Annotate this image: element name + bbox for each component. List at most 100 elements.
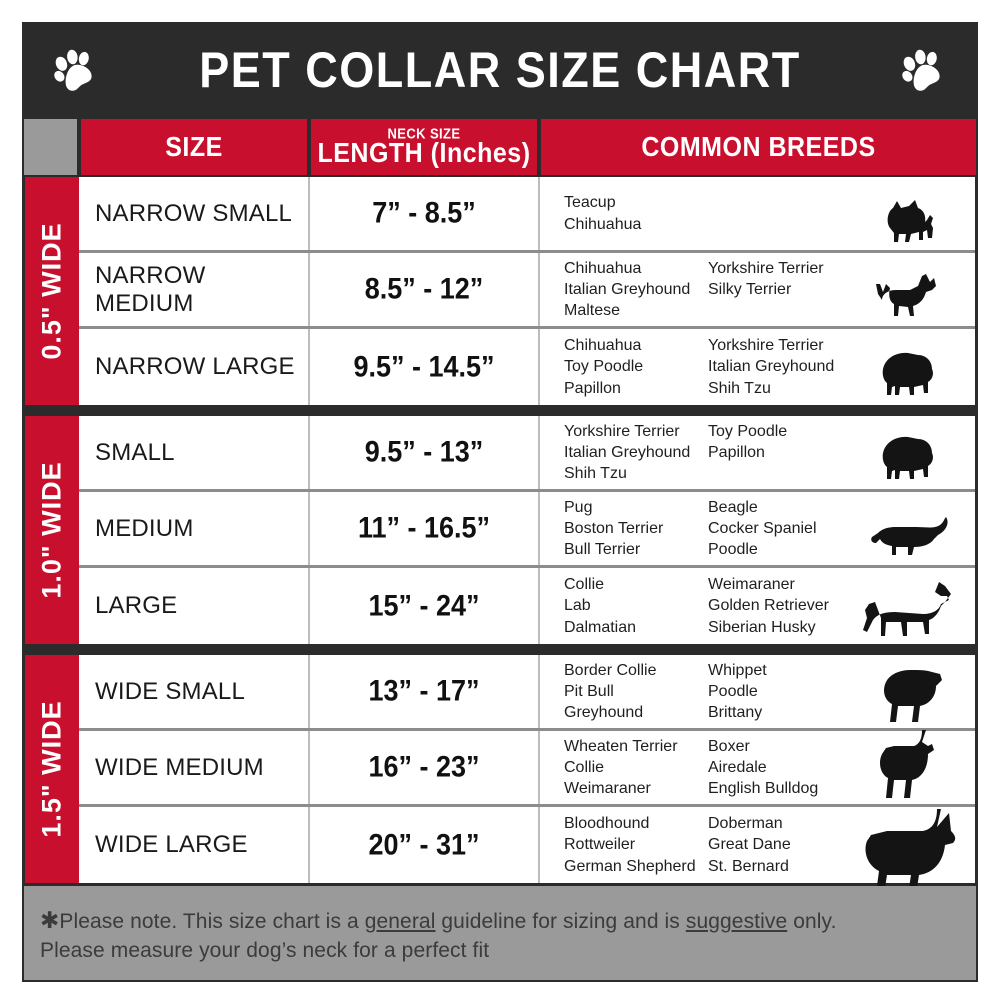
size-group-wide: 1.5" WIDE WIDE SMALL 13” - 17” Border Co… xyxy=(22,655,978,901)
group-label-1.5-wide: 1.5" WIDE xyxy=(25,655,79,883)
footer-text-a: Please note. This size chart is a xyxy=(59,910,365,933)
group-label-0.5-wide: 0.5" WIDE xyxy=(25,177,79,405)
cell-size: WIDE MEDIUM xyxy=(79,731,310,804)
cell-length: 13” - 17” xyxy=(310,655,540,728)
size-table: SIZE NECK SIZE LENGTH (Inches) COMMON BR… xyxy=(22,117,978,982)
column-header-breeds-label: COMMON BREEDS xyxy=(641,130,876,163)
table-row[interactable]: WIDE SMALL 13” - 17” Border Collie Pit B… xyxy=(79,655,975,731)
pet-collar-size-chart: PET COLLAR SIZE CHART SIZE NECK SIZE LEN… xyxy=(22,22,978,982)
cell-length-text: 9.5” - 13” xyxy=(364,435,484,469)
breed-list-column-1: Chihuahua Toy Poodle Papillon xyxy=(564,337,644,397)
column-header-size: SIZE xyxy=(79,117,309,177)
chihuahua-silhouette-icon xyxy=(849,250,969,326)
column-header-length: NECK SIZE LENGTH (Inches) xyxy=(309,117,539,177)
cell-breeds: Chihuahua Toy Poodle Papillon Yorkshire … xyxy=(540,329,975,405)
chart-header: PET COLLAR SIZE CHART xyxy=(22,22,978,117)
breed-list-column-2: Yorkshire Terrier Silky Terrier xyxy=(708,259,824,298)
footer-line-1: ✱Please note. This size chart is a gener… xyxy=(40,904,960,936)
breed-list-column-2: Whippet Poodle Brittany xyxy=(708,661,767,722)
table-row[interactable]: NARROW MEDIUM 8.5” - 12” Chihuahua Itali… xyxy=(79,253,975,329)
cell-length: 16” - 23” xyxy=(310,731,540,804)
pomeranian-silhouette-icon xyxy=(849,329,969,405)
pomeranian-silhouette-icon xyxy=(849,413,969,489)
breed-list-column-1: Bloodhound Rottweiler German Shepherd xyxy=(564,815,696,875)
cell-breeds: Teacup Chihuahua xyxy=(540,177,975,250)
breed-list-column-1: Yorkshire Terrier Italian Greyhound Shih… xyxy=(564,422,691,483)
breed-list-column-1: Pug Boston Terrier Bull Terrier xyxy=(564,498,664,559)
asterisk-icon: ✱ xyxy=(40,907,60,933)
table-row[interactable]: LARGE 15” - 24” Collie Lab Dalmatian Wei… xyxy=(79,568,975,644)
group-label-text: 0.5" WIDE xyxy=(36,222,67,360)
cell-length-text: 13” - 17” xyxy=(368,674,480,708)
cell-size: WIDE LARGE xyxy=(79,807,310,883)
footer-text-c: only. xyxy=(787,910,837,933)
breed-list-column-2 xyxy=(708,192,858,234)
cell-breeds: Yorkshire Terrier Italian Greyhound Shih… xyxy=(540,416,975,489)
table-row[interactable]: NARROW SMALL 7” - 8.5” Teacup Chihuahua xyxy=(79,177,975,253)
cell-length-text: 16” - 23” xyxy=(368,750,480,784)
cell-length-text: 11” - 16.5” xyxy=(357,511,491,545)
cell-size: NARROW LARGE xyxy=(79,329,310,405)
cell-length-text: 8.5” - 12” xyxy=(364,272,484,306)
cell-breeds: Bloodhound Rottweiler German Shepherd Do… xyxy=(540,807,975,901)
cell-length: 7” - 8.5” xyxy=(310,177,540,250)
group-label-1.0-wide: 1.0" WIDE xyxy=(25,416,79,644)
cell-length-text: 20” - 31” xyxy=(368,828,480,861)
cell-length: 9.5” - 14.5” xyxy=(310,329,540,405)
cell-breeds: Chihuahua Italian Greyhound Maltese York… xyxy=(540,253,975,326)
breed-list-column-2: Beagle Cocker Spaniel Poodle xyxy=(708,498,817,559)
breed-list-column-1: Teacup Chihuahua xyxy=(564,194,642,233)
table-row[interactable]: WIDE LARGE 20” - 31” Bloodhound Rottweil… xyxy=(79,807,975,901)
cell-breeds: Pug Boston Terrier Bull Terrier Beagle C… xyxy=(540,492,975,565)
table-row[interactable]: WIDE MEDIUM 16” - 23” Wheaten Terrier Co… xyxy=(79,728,975,807)
breed-list-column-2: Boxer Airedale English Bulldog xyxy=(708,737,819,798)
group-label-text: 1.5" WIDE xyxy=(36,700,67,838)
cell-length: 11” - 16.5” xyxy=(310,492,540,565)
footer-note: ✱Please note. This size chart is a gener… xyxy=(22,886,978,982)
cell-size: NARROW MEDIUM xyxy=(79,253,310,326)
cell-length-text: 9.5” - 14.5” xyxy=(353,350,495,383)
column-header-neck-size-label: NECK SIZE xyxy=(387,124,461,142)
column-header-size-label: SIZE xyxy=(165,130,223,163)
group-separator xyxy=(22,647,978,655)
table-row[interactable]: SMALL 9.5” - 13” Yorkshire Terrier Itali… xyxy=(79,416,975,492)
cell-length: 9.5” - 13” xyxy=(310,416,540,489)
table-column-headers: SIZE NECK SIZE LENGTH (Inches) COMMON BR… xyxy=(22,117,978,177)
column-header-length-label: LENGTH (Inches) xyxy=(317,136,531,169)
column-header-breeds: COMMON BREEDS xyxy=(539,117,978,177)
corner-spacer-cell xyxy=(22,117,79,177)
size-group-standard: 1.0" WIDE SMALL 9.5” - 13” Yorkshire Ter… xyxy=(22,416,978,647)
table-row[interactable]: NARROW LARGE 9.5” - 14.5” Chihuahua Toy … xyxy=(79,329,975,405)
cell-length: 8.5” - 12” xyxy=(310,253,540,326)
cell-length: 15” - 24” xyxy=(310,568,540,644)
breed-list-column-1: Chihuahua Italian Greyhound Maltese xyxy=(564,259,691,320)
cell-breeds: Collie Lab Dalmatian Weimaraner Golden R… xyxy=(540,568,975,644)
yorkshire-terrier-silhouette-icon xyxy=(849,174,969,250)
breed-list-column-2: Weimaraner Golden Retriever Siberian Hus… xyxy=(708,576,829,636)
size-group-narrow: 0.5" WIDE NARROW SMALL 7” - 8.5” Teacup … xyxy=(22,177,978,408)
boxer-silhouette-icon xyxy=(849,728,969,804)
cell-size: LARGE xyxy=(79,568,310,644)
cell-size: MEDIUM xyxy=(79,492,310,565)
page-title: PET COLLAR SIZE CHART xyxy=(199,40,801,98)
table-row[interactable]: MEDIUM 11” - 16.5” Pug Boston Terrier Bu… xyxy=(79,492,975,568)
footer-text-general: general xyxy=(364,910,436,933)
breed-list-column-1: Border Collie Pit Bull Greyhound xyxy=(564,661,657,722)
group-label-text: 1.0" WIDE xyxy=(36,461,67,599)
footer-text-b: guideline for sizing and is xyxy=(435,910,686,933)
group-separator xyxy=(22,408,978,416)
paw-print-icon xyxy=(898,44,950,96)
cell-length-text: 7” - 8.5” xyxy=(372,196,476,230)
cell-size: SMALL xyxy=(79,416,310,489)
cell-breeds: Border Collie Pit Bull Greyhound Whippet… xyxy=(540,655,975,728)
shepherd-silhouette-icon xyxy=(849,568,969,644)
breed-list-column-2: Toy Poodle Papillon xyxy=(708,422,788,461)
beagle-silhouette-icon xyxy=(849,489,969,565)
cell-breeds: Wheaten Terrier Collie Weimaraner Boxer … xyxy=(540,728,975,804)
cell-size: WIDE SMALL xyxy=(79,655,310,728)
breed-list-column-1: Wheaten Terrier Collie Weimaraner xyxy=(564,737,678,798)
bulldog-silhouette-icon xyxy=(849,652,969,728)
paw-print-icon xyxy=(50,44,102,96)
cell-length-text: 15” - 24” xyxy=(368,589,480,622)
footer-line-2: Please measure your dog’s neck for a per… xyxy=(40,939,490,963)
